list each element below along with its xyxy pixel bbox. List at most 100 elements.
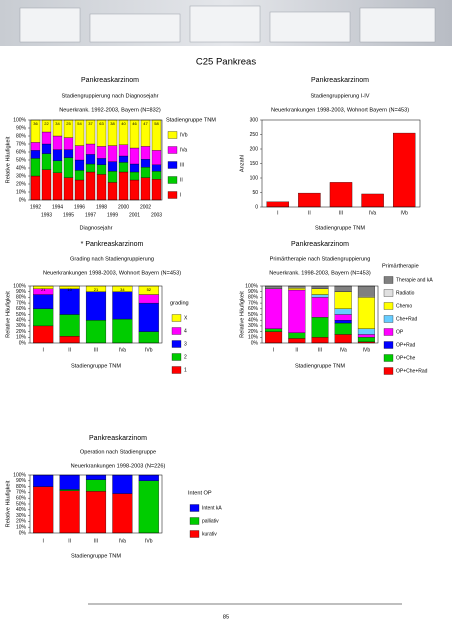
bar-segment [151,164,162,172]
bar-segment [112,493,133,534]
bar-segment [357,337,375,343]
bar-segment [30,150,41,159]
legend-label: Che+Rad [396,316,417,322]
y-axis-label: Relative Häufigkeit [5,480,11,527]
chart-subtitle: Stadiengruppierung I-IV [310,93,369,99]
y-tick-label: 70% [16,490,27,496]
x-tick-label: IVa [369,210,376,216]
bar-count-label: 36 [33,121,38,126]
chart-title: Pankreaskarzinom [291,241,349,248]
bar-count-label: 34 [120,287,125,292]
legend-title: Intent OP [188,490,212,496]
y-tick-label: 20% [16,519,27,525]
x-tick-label: II [308,210,311,216]
bar-count-label: 58 [154,121,159,126]
bar-segment [96,164,107,175]
x-axis-label: Diagnosejahr [80,225,113,231]
bar-segment [59,474,80,490]
legend-swatch [383,354,394,362]
bar-segment [311,288,329,295]
bar-segment [334,334,352,344]
y-tick-label: 20% [248,329,259,335]
legend-label: II [180,177,183,183]
legend-label: kurativ [202,531,217,537]
plot-frame [29,474,163,534]
x-tick-label: 1996 [74,204,85,210]
bar-segment [33,294,54,309]
y-tick-label: 60% [248,306,259,312]
page-number: 85 [223,614,229,620]
y-tick-label: 150 [250,161,259,167]
bar-segment [112,474,133,494]
x-axis-label: Stadiengruppe TNM [71,553,121,559]
y-tick-label: 10% [16,189,27,195]
bar-segment [334,291,352,309]
bar-segment [311,294,329,298]
bar-segment [357,296,375,298]
x-axis-label: Stadiengruppe TNM [315,225,365,231]
bar-segment [357,297,375,329]
bar-segment [74,159,85,171]
x-axis-label: Stadiengruppe TNM [295,363,345,369]
legend-label: Therapie and kA [396,277,433,283]
y-tick-label: 50% [16,157,27,163]
y-tick-label: 90% [16,289,27,295]
x-tick-label: III [94,347,98,353]
y-tick-label: 50 [252,190,258,196]
bar-segment [151,179,162,201]
y-tick-label: 30% [248,323,259,329]
legend-swatch [383,367,394,375]
legend-swatch [383,302,394,310]
chart-note: Neuerkrankungen 1998-2003 (N=226) [71,463,166,469]
y-tick-label: 70% [16,300,27,306]
bar-segment [41,131,52,145]
bar-segment [118,144,129,157]
legend-swatch [171,340,182,348]
legend-label: 2 [184,354,187,360]
bar-segment [311,297,329,318]
bar-segment [107,161,118,172]
legend-swatch [167,176,178,184]
x-tick-label: III [318,347,322,353]
plot-frame [29,119,163,201]
chart-note: Neuerkrank. 1998-2003, Bayern (N=453) [269,270,371,276]
bar-count-label: 40 [121,121,126,126]
bar-segment [41,153,52,170]
x-tick-label: 2000 [118,204,129,210]
bar-segment [52,135,63,150]
y-tick-label: 20% [16,329,27,335]
legend-title: grading [170,300,189,306]
bar-segment [138,331,159,344]
plot-frame [261,285,379,344]
x-tick-label: 1997 [85,212,96,218]
bar-segment [118,155,129,163]
x-tick-label: IVa [340,347,347,353]
bar-segment [59,490,80,534]
bar-segment [138,474,159,481]
bar-segment [112,291,133,320]
y-tick-label: 10% [248,335,259,341]
x-tick-label: I [277,210,278,216]
legend-label: IVa [180,147,187,153]
chart-title: Pankreaskarzinom [89,435,147,442]
bar-count-label: 34 [55,121,60,126]
bar-count-label: 38 [110,121,115,126]
x-tick-label: II [295,347,298,353]
y-tick-label: 90% [16,125,27,131]
legend-label: OP+Rad [396,342,416,348]
legend-swatch [383,315,394,323]
legend-label: 1 [184,367,187,373]
bar-segment [85,320,107,344]
y-tick-label: 80% [248,295,259,301]
bar-segment [265,331,283,344]
y-tick-label: 90% [248,289,259,295]
bar-segment [52,172,63,201]
bar-count-label: 25 [66,121,71,126]
y-axis-label: Anzahl [239,155,245,172]
x-tick-label: IVb [363,347,371,353]
x-tick-label: 1995 [63,212,74,218]
section-title: C25 Pankreas [196,57,256,68]
bar-count-label: 21 [41,287,46,292]
